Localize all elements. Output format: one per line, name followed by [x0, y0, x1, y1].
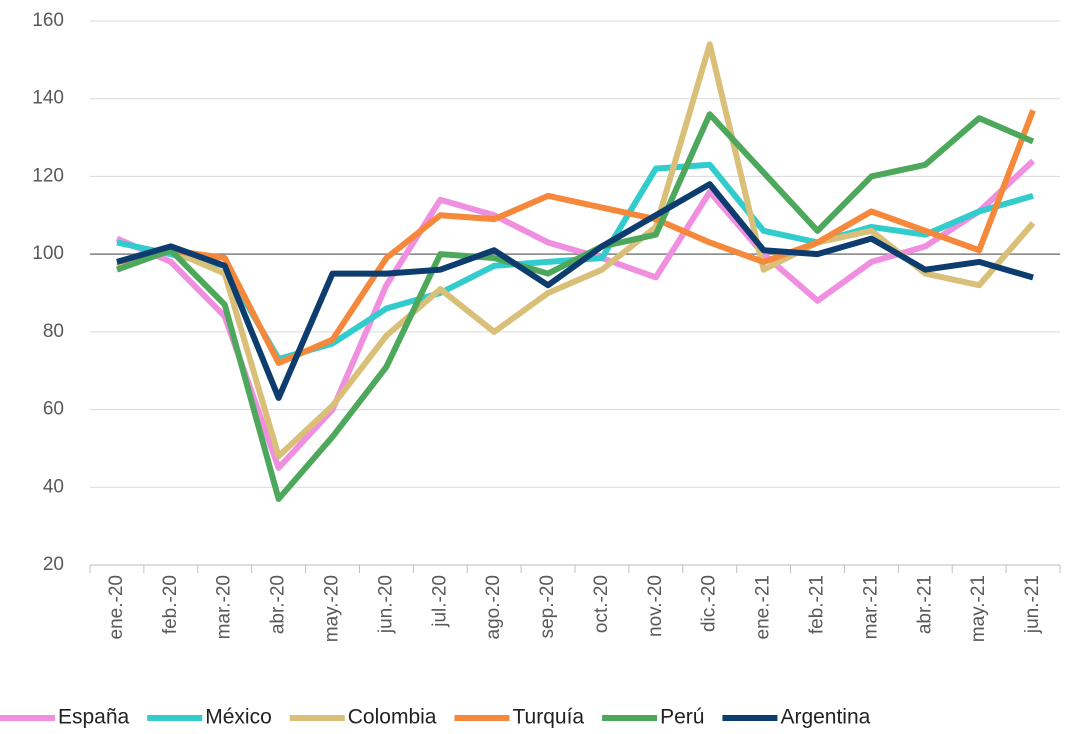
x-tick-label: jul.-20 [429, 575, 450, 628]
y-tick-label: 20 [43, 554, 64, 575]
series-line [116, 181, 1034, 401]
x-tick-label: mar.-21 [860, 575, 881, 639]
series-line [115, 111, 1035, 502]
x-tick-label: ene.-20 [106, 575, 127, 639]
series-line [116, 41, 1036, 460]
legend-label: Argentina [780, 706, 870, 729]
x-tick-label: jun.-20 [375, 575, 396, 634]
y-tick-label: 140 [32, 88, 64, 109]
legend-label: Turquía [512, 706, 584, 729]
series-line [116, 109, 1036, 366]
x-tick-label: abr.-21 [914, 575, 935, 634]
legend-label: Perú [660, 706, 704, 729]
x-tick-label: may.-20 [322, 575, 343, 642]
x-tick-label: mar.-20 [214, 575, 235, 639]
x-tick-label: oct.-20 [591, 575, 612, 633]
x-tick-label: jun.-21 [1022, 575, 1043, 634]
x-tick-label: abr.-20 [268, 575, 289, 634]
x-tick-label: feb.-20 [160, 575, 181, 634]
y-tick-label: 40 [43, 476, 64, 497]
x-tick-label: dic.-20 [699, 575, 720, 632]
x-tick-label: ene.-21 [753, 575, 774, 639]
x-tick-label: sep.-20 [537, 575, 558, 638]
x-tick-label: nov.-20 [645, 575, 666, 637]
y-tick-label: 120 [32, 165, 64, 186]
y-tick-label: 80 [43, 321, 64, 342]
x-tick-label: ago.-20 [483, 575, 504, 639]
x-tick-label: may.-21 [968, 575, 989, 642]
y-tick-label: 60 [43, 399, 64, 420]
series-line [115, 158, 1036, 471]
x-tick-label: feb.-21 [807, 575, 828, 634]
legend-label: España [58, 706, 130, 729]
y-tick-label: 100 [32, 243, 64, 264]
legend-label: Colombia [348, 706, 437, 729]
y-tick-label: 160 [32, 10, 64, 31]
legend-label: México [205, 706, 272, 729]
